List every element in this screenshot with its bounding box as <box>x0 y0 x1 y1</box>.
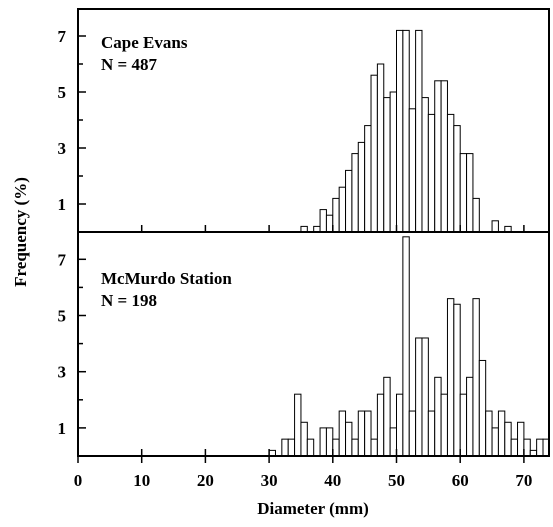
histogram-bar <box>364 125 372 233</box>
histogram-bar <box>332 438 340 457</box>
histogram-bar <box>440 393 448 457</box>
histogram-bar <box>466 376 474 457</box>
histogram-bar <box>294 393 302 457</box>
histogram-bar <box>408 410 417 457</box>
histogram-bar <box>415 337 423 457</box>
histogram-bar <box>376 393 385 457</box>
histogram-bar <box>306 438 315 457</box>
x-axis-title: Diameter (mm) <box>257 499 369 518</box>
histogram-bar <box>453 303 461 457</box>
histogram-bar <box>383 376 391 457</box>
panel-site-label: Cape Evans <box>101 33 188 52</box>
y-tick-label: 5 <box>58 307 67 326</box>
histogram-bar <box>345 169 353 233</box>
histogram-bar <box>396 29 404 233</box>
x-tick-label: 40 <box>324 471 341 490</box>
histogram-bar <box>497 410 506 457</box>
histogram-bar <box>472 298 480 457</box>
histogram-bar <box>287 438 296 457</box>
histogram-bar <box>415 29 423 233</box>
histogram-bar <box>319 427 327 457</box>
histogram-bar <box>408 108 417 233</box>
histogram-bar <box>357 410 366 457</box>
histogram-bar <box>446 298 455 457</box>
histogram-bar <box>459 393 468 457</box>
y-tick-label: 3 <box>58 139 67 158</box>
y-tick-label: 5 <box>58 83 67 102</box>
histogram-bar <box>485 410 493 457</box>
y-tick-label: 1 <box>58 419 67 438</box>
x-tick-label: 50 <box>388 471 405 490</box>
histogram-bar <box>491 427 499 457</box>
histogram-bar <box>351 438 359 457</box>
y-tick-label: 7 <box>58 27 67 46</box>
histogram-bar <box>459 153 468 233</box>
histogram-bar <box>319 209 327 233</box>
histogram-bar <box>453 125 461 233</box>
histogram-bar <box>396 393 404 457</box>
x-tick-label: 30 <box>261 471 278 490</box>
histogram-bar <box>504 421 512 457</box>
histogram-bar <box>510 438 519 457</box>
histogram-bar <box>370 74 378 233</box>
histogram-bar <box>421 337 429 457</box>
y-axis-title: Frequency (%) <box>11 177 30 287</box>
histogram-bar <box>446 113 455 233</box>
histogram-bar <box>370 438 378 457</box>
histogram-bar <box>389 427 398 457</box>
histogram-bar <box>351 153 359 233</box>
histogram-bar <box>427 113 436 233</box>
y-tick-label: 3 <box>58 363 67 382</box>
histogram-bar <box>338 410 347 457</box>
histogram-bar <box>523 438 531 457</box>
histogram-bar <box>421 97 429 233</box>
histogram-bar <box>536 438 544 457</box>
histogram-bar <box>364 410 372 457</box>
histogram-bar <box>434 376 442 457</box>
panel-n-label: N = 487 <box>101 55 157 74</box>
histogram-bar <box>402 236 410 457</box>
histogram-bar <box>357 141 366 233</box>
histogram-bar <box>402 29 410 233</box>
x-tick-label: 20 <box>197 471 214 490</box>
histogram-bar <box>434 80 442 233</box>
histogram-bar <box>466 153 474 233</box>
histogram-bar <box>376 63 385 233</box>
x-tick-label: 70 <box>515 471 532 490</box>
panel-site-label: McMurdo Station <box>101 269 232 288</box>
histogram-bar <box>440 80 448 233</box>
x-tick-label: 60 <box>452 471 469 490</box>
histogram-bar <box>300 421 308 457</box>
panel-n-label: N = 198 <box>101 291 157 310</box>
axes-layer <box>77 8 550 463</box>
histogram-bar <box>517 421 525 457</box>
histogram-bar <box>472 197 480 233</box>
histogram-bar <box>345 421 353 457</box>
y-tick-label: 7 <box>58 250 67 269</box>
bars-layer <box>268 29 550 457</box>
histogram-bar <box>491 220 499 233</box>
histogram-bar <box>427 410 436 457</box>
histogram-bar <box>332 197 340 233</box>
histogram-bar <box>281 438 289 457</box>
histogram-bar <box>478 359 487 457</box>
histogram-bar <box>325 427 334 457</box>
x-tick-label: 0 <box>74 471 83 490</box>
histogram-bar <box>383 97 391 233</box>
histogram-bar <box>338 186 347 233</box>
histogram-bar <box>325 214 334 233</box>
histogram-bar <box>389 91 398 233</box>
y-tick-label: 1 <box>58 195 67 214</box>
x-tick-label: 10 <box>133 471 150 490</box>
